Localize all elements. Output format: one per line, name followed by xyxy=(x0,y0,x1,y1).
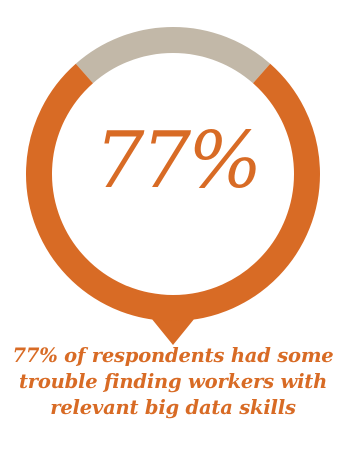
caption-text: 77% of respondents had some trouble find… xyxy=(12,344,334,419)
chart-arc-remainder xyxy=(75,27,271,84)
percent-label: 77% xyxy=(95,116,259,206)
chart-arc-value xyxy=(26,63,320,321)
ring-pointer xyxy=(147,313,199,345)
donut-chart: 77% xyxy=(26,27,320,345)
